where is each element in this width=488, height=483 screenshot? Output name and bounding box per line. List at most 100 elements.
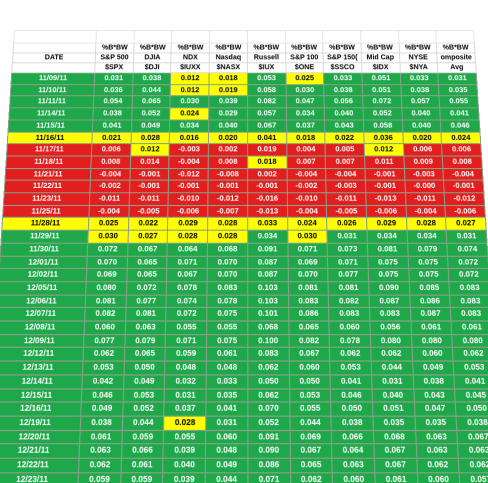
- value-cell[interactable]: 0.062: [452, 347, 488, 362]
- value-cell[interactable]: 0.087: [368, 294, 410, 308]
- date-cell[interactable]: 12/22/11: [0, 458, 80, 473]
- value-cell[interactable]: 0.040: [324, 107, 364, 120]
- value-cell[interactable]: 0.058: [247, 84, 286, 97]
- header-cell[interactable]: Russell: [247, 52, 286, 63]
- value-cell[interactable]: 0.044: [205, 472, 248, 483]
- value-cell[interactable]: 0.018: [247, 155, 287, 169]
- value-cell[interactable]: 0.038: [456, 416, 488, 431]
- value-cell[interactable]: 0.059: [165, 347, 207, 362]
- value-cell[interactable]: -0.004: [443, 168, 484, 181]
- date-header[interactable]: DATE: [12, 52, 96, 63]
- value-cell[interactable]: 0.070: [207, 268, 248, 282]
- value-cell[interactable]: 0.041: [439, 107, 480, 120]
- value-cell[interactable]: 0.078: [207, 294, 248, 308]
- value-cell[interactable]: 0.036: [363, 131, 403, 144]
- value-cell[interactable]: 0.062: [83, 347, 125, 362]
- value-cell[interactable]: 0.055: [289, 402, 332, 417]
- value-cell[interactable]: 0.080: [411, 334, 453, 348]
- value-cell[interactable]: 0.066: [331, 430, 374, 445]
- header-cell[interactable]: %B*BW: [323, 43, 362, 53]
- value-cell[interactable]: 0.070: [247, 402, 290, 417]
- value-cell[interactable]: 0.062: [458, 458, 488, 473]
- value-cell[interactable]: -0.013: [365, 192, 406, 206]
- value-cell[interactable]: -0.003: [403, 168, 444, 181]
- date-cell[interactable]: 12/06/11: [0, 294, 86, 308]
- value-cell[interactable]: 0.028: [163, 416, 206, 431]
- date-cell[interactable]: 12/13/11: [0, 361, 84, 375]
- value-cell[interactable]: 0.082: [84, 307, 126, 322]
- value-cell[interactable]: 0.081: [125, 307, 167, 322]
- value-cell[interactable]: 0.050: [330, 402, 373, 417]
- value-cell[interactable]: 0.055: [439, 96, 479, 108]
- value-cell[interactable]: 0.082: [288, 334, 330, 348]
- value-cell[interactable]: 0.025: [88, 217, 129, 231]
- value-cell[interactable]: 0.062: [290, 472, 333, 483]
- value-cell[interactable]: 0.078: [329, 334, 371, 348]
- value-cell[interactable]: 0.083: [369, 307, 411, 322]
- value-cell[interactable]: 0.081: [287, 281, 329, 295]
- value-cell[interactable]: 0.060: [205, 430, 248, 445]
- date-cell[interactable]: 11/25/11: [2, 205, 90, 218]
- header-cell[interactable]: [11, 62, 96, 73]
- value-cell[interactable]: 0.046: [81, 388, 124, 403]
- value-cell[interactable]: 0.083: [328, 307, 370, 322]
- value-cell[interactable]: 0.077: [83, 334, 126, 348]
- value-cell[interactable]: 0.031: [205, 416, 248, 431]
- header-cell[interactable]: %B*BW: [95, 43, 134, 53]
- value-cell[interactable]: 0.083: [449, 281, 488, 295]
- value-cell[interactable]: 0.028: [207, 230, 248, 244]
- value-cell[interactable]: 0.049: [123, 374, 166, 389]
- value-cell[interactable]: -0.012: [207, 192, 248, 206]
- value-cell[interactable]: 0.061: [206, 347, 248, 362]
- value-cell[interactable]: -0.004: [405, 205, 446, 218]
- value-cell[interactable]: 0.019: [247, 143, 287, 156]
- value-cell[interactable]: 0.040: [371, 388, 414, 403]
- value-cell[interactable]: 0.025: [285, 72, 324, 85]
- value-cell[interactable]: 0.011: [364, 155, 404, 169]
- value-cell[interactable]: -0.001: [168, 180, 209, 193]
- value-cell[interactable]: -0.001: [365, 180, 406, 193]
- header-cell[interactable]: $IUXX: [171, 62, 210, 73]
- value-cell[interactable]: 0.018: [286, 131, 326, 144]
- value-cell[interactable]: 0.061: [120, 458, 164, 473]
- value-cell[interactable]: 0.083: [288, 294, 329, 308]
- value-cell[interactable]: 0.031: [438, 72, 477, 85]
- value-cell[interactable]: 0.055: [165, 321, 207, 335]
- value-cell[interactable]: 0.043: [413, 388, 456, 403]
- value-cell[interactable]: 0.060: [329, 321, 371, 335]
- value-cell[interactable]: 0.022: [128, 217, 169, 231]
- value-cell[interactable]: 0.024: [170, 107, 209, 120]
- value-cell[interactable]: 0.082: [247, 96, 286, 108]
- value-cell[interactable]: -0.011: [326, 192, 367, 206]
- value-cell[interactable]: 0.080: [451, 334, 488, 348]
- value-cell[interactable]: 0.091: [247, 430, 290, 445]
- header-cell[interactable]: $ONE: [285, 62, 324, 73]
- header-cell[interactable]: $SSCO: [323, 62, 362, 73]
- value-cell[interactable]: 0.046: [330, 388, 373, 403]
- value-cell[interactable]: -0.004: [287, 205, 327, 218]
- value-cell[interactable]: 0.055: [206, 321, 248, 335]
- value-cell[interactable]: 0.012: [170, 84, 210, 97]
- value-cell[interactable]: 0.060: [288, 361, 331, 375]
- value-cell[interactable]: 0.043: [324, 119, 364, 132]
- value-cell[interactable]: 0.006: [402, 143, 443, 156]
- value-cell[interactable]: 0.056: [369, 321, 412, 335]
- date-cell[interactable]: 11/30/11: [0, 243, 88, 256]
- value-cell[interactable]: 0.051: [372, 402, 415, 417]
- header-cell[interactable]: S&P 500: [95, 52, 134, 63]
- value-cell[interactable]: 0.064: [331, 444, 375, 459]
- value-cell[interactable]: 0.012: [130, 143, 170, 156]
- date-cell[interactable]: 11/18/11: [5, 155, 92, 169]
- value-cell[interactable]: 0.050: [247, 374, 290, 389]
- date-cell[interactable]: 12/12/11: [0, 347, 84, 362]
- header-cell[interactable]: %B*BW: [436, 43, 475, 53]
- value-cell[interactable]: 0.062: [78, 458, 122, 473]
- value-cell[interactable]: 0.063: [79, 444, 122, 459]
- date-cell[interactable]: 12/21/11: [0, 444, 80, 459]
- value-cell[interactable]: 0.044: [122, 416, 165, 431]
- header-cell[interactable]: %B*BW: [398, 43, 438, 53]
- date-cell[interactable]: 11/16/11: [7, 131, 93, 144]
- value-cell[interactable]: -0.000: [404, 180, 445, 193]
- value-cell[interactable]: 0.091: [247, 243, 288, 256]
- value-cell[interactable]: 0.060: [416, 472, 461, 483]
